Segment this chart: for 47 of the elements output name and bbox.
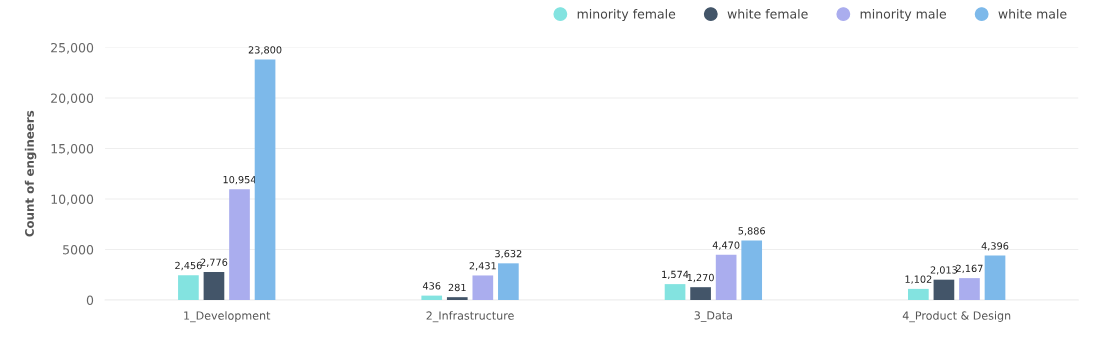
data-label: 5,886 [738, 227, 765, 236]
data-label: 2,431 [469, 262, 496, 271]
bar [933, 279, 955, 301]
y-tick-label: 5000 [63, 244, 94, 255]
bar [446, 297, 468, 301]
y-axis-title: Count of engineers [24, 110, 37, 237]
bar [178, 275, 199, 301]
y-tick-label: 10,000 [51, 194, 94, 206]
x-tick-label: 4_Product & Design [902, 311, 1011, 323]
data-label: 2,456 [175, 261, 202, 271]
bar [203, 271, 225, 301]
bar [472, 275, 494, 301]
bar [690, 287, 711, 301]
y-tick-label: 0 [86, 295, 94, 305]
bar [421, 295, 443, 301]
bar [715, 254, 737, 301]
data-label: 1,102 [905, 275, 932, 284]
data-label: 1,574 [662, 270, 689, 280]
x-tick-label: 1_Development [184, 311, 271, 323]
x-tick-label: 2_Infrastructure [426, 311, 514, 323]
data-label: 2,013 [930, 266, 958, 275]
bar [959, 278, 980, 301]
bar [254, 59, 276, 301]
bar [229, 189, 250, 301]
data-label: 3,632 [495, 249, 522, 259]
legend-label: minority female [577, 8, 676, 22]
bar [908, 288, 929, 301]
data-label: 2,167 [956, 264, 983, 274]
legend-label: white male [998, 8, 1067, 19]
bar [664, 284, 686, 301]
y-tick-label: 25,000 [51, 42, 94, 54]
data-label: 10,954 [223, 175, 256, 185]
legend-label: white female [727, 8, 808, 19]
bar [984, 255, 1006, 301]
data-label: 281 [448, 283, 466, 292]
data-label: 23,800 [248, 46, 282, 55]
data-label: 436 [422, 282, 441, 290]
x-tick-label: 3_Data [694, 311, 732, 322]
bar [741, 240, 763, 301]
y-tick-label: 15,000 [51, 143, 94, 155]
data-label: 4,470 [712, 241, 740, 250]
data-label: 2,776 [200, 258, 228, 267]
data-label: 1,270 [687, 273, 714, 283]
data-label: 4,396 [981, 242, 1009, 251]
y-tick-label: 20,000 [51, 93, 94, 105]
legend-label: minority male [860, 8, 947, 22]
bar [498, 263, 519, 301]
